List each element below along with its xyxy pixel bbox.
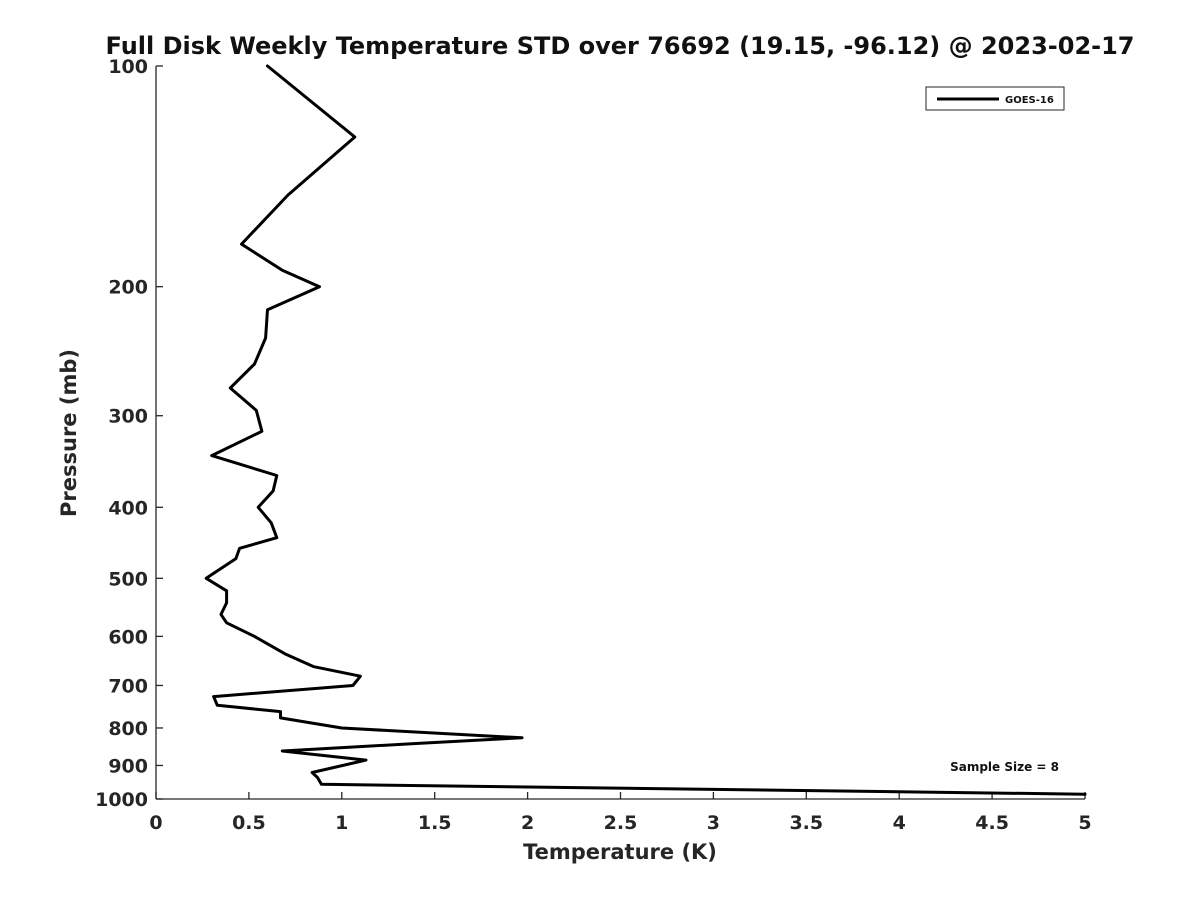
y-tick-label: 100 (108, 56, 148, 78)
x-axis-label: Temperature (K) (523, 840, 717, 864)
y-tick-label: 600 (108, 626, 148, 648)
x-tick-label: 2 (521, 812, 534, 834)
x-tick-label: 3 (707, 812, 720, 834)
x-tick-label: 1 (335, 812, 348, 834)
x-tick-label: 3.5 (789, 812, 823, 834)
y-tick-label: 800 (108, 718, 148, 740)
y-tick-label: 1000 (95, 789, 148, 811)
x-tick-label: 1.5 (418, 812, 452, 834)
chart-title: Full Disk Weekly Temperature STD over 76… (106, 32, 1135, 60)
x-tick-label: 0.5 (232, 812, 266, 834)
x-tick-label: 0 (149, 812, 162, 834)
y-tick-label: 400 (108, 497, 148, 519)
plot-area: 0 0.5 1 1.5 2 2.5 3 3.5 4 4.5 5 100 200 300 400 500 600… (95, 56, 1092, 834)
y-tick-label: 300 (108, 406, 148, 428)
y-tick-label: 700 (108, 675, 148, 697)
chart-legend: GOES-16 (925, 86, 1065, 111)
y-tick-label: 900 (108, 755, 148, 777)
y-tick-label: 500 (108, 568, 148, 590)
y-axis-label: Pressure (mb) (57, 349, 81, 517)
sample-size-annotation: Sample Size = 8 (950, 760, 1059, 774)
x-axis-ticks: 0 0.5 1 1.5 2 2.5 3 3.5 4 4.5 5 (149, 792, 1092, 834)
x-tick-label: 5 (1078, 812, 1091, 834)
y-axis-ticks: 100 200 300 400 500 600 700 800 900 1000 (95, 56, 163, 811)
x-tick-label: 2.5 (604, 812, 638, 834)
x-tick-label: 4 (893, 812, 906, 834)
legend-label: GOES-16 (1005, 95, 1054, 106)
series-line-goes-16 (204, 64, 1087, 796)
y-tick-label: 200 (108, 277, 148, 299)
x-tick-label: 4.5 (975, 812, 1009, 834)
